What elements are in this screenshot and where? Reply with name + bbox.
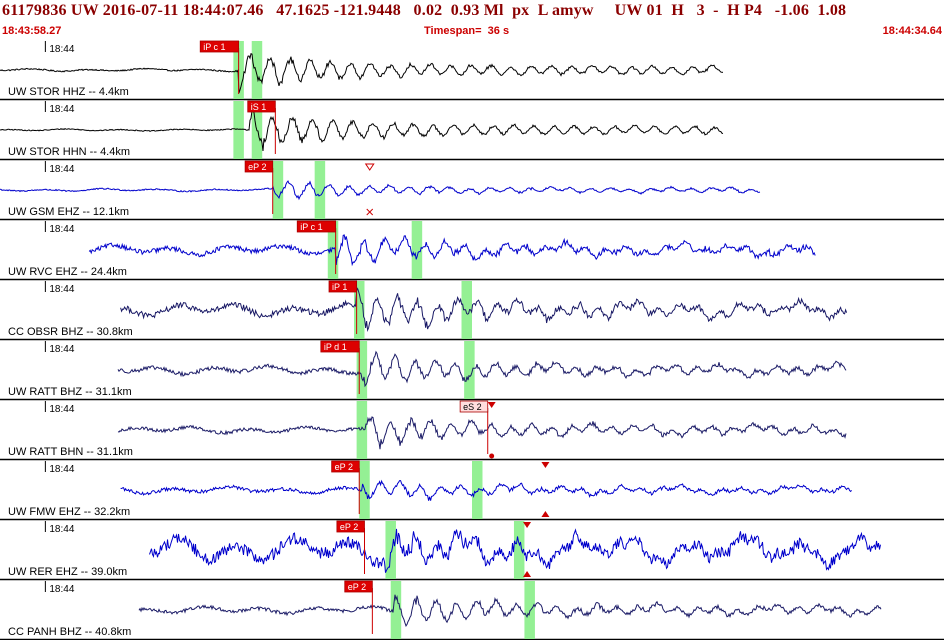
pick-window bbox=[354, 281, 365, 339]
pick-window bbox=[272, 161, 284, 219]
pick-label: eP 2 bbox=[248, 162, 266, 172]
minute-tick-label: 18:44 bbox=[49, 404, 74, 415]
waveform bbox=[120, 287, 848, 332]
amplitude-marker bbox=[541, 462, 550, 468]
station-label: UW STOR HHZ -- 4.4km bbox=[8, 86, 129, 98]
pick-box bbox=[199, 40, 240, 53]
trace-panel: 18:44 eP 2 CC PANH BHZ -- 40.8km bbox=[0, 580, 944, 640]
station-label: UW FMW EHZ -- 32.2km bbox=[8, 506, 130, 518]
pick-label: eP 2 bbox=[335, 462, 353, 472]
waveform bbox=[117, 350, 847, 388]
station-label: UW STOR HHN -- 4.4km bbox=[8, 146, 130, 158]
pick-window bbox=[314, 161, 326, 219]
trace-panel: 18:44 iP c 1 UW RVC EHZ -- 24.4km bbox=[0, 220, 944, 281]
trace-panel: 18:44 eP 2 UW GSM EHZ -- 12.1km bbox=[0, 160, 944, 221]
amplitude-marker bbox=[489, 453, 495, 459]
minute-tick-label: 18:44 bbox=[49, 44, 74, 55]
trace-panel: 18:44 eS 2 UW RATT BHN -- 31.1km bbox=[0, 400, 944, 461]
amplitude-marker bbox=[541, 511, 550, 517]
pick-label: eS 2 bbox=[463, 402, 482, 412]
pick-box bbox=[344, 580, 373, 593]
minute-tick-label: 18:44 bbox=[49, 584, 74, 595]
pick-box bbox=[331, 460, 360, 473]
event-title: 61179836 UW 2016-07-11 18:44:07.46 47.16… bbox=[2, 2, 847, 19]
pick-window bbox=[472, 461, 483, 519]
trace-panel: 18:44 eP 2 UW FMW EHZ -- 32.2km bbox=[0, 460, 944, 521]
minute-tick-label: 18:44 bbox=[49, 224, 74, 235]
pick-box bbox=[296, 220, 337, 233]
waveform bbox=[0, 53, 724, 94]
minute-tick-label: 18:44 bbox=[49, 524, 74, 535]
waveform bbox=[117, 416, 847, 450]
station-label: UW RVC EHZ -- 24.4km bbox=[8, 266, 127, 278]
window-end-time: 18:44:34.64 bbox=[882, 25, 942, 37]
pick-window bbox=[327, 221, 339, 279]
minute-tick-label: 18:44 bbox=[49, 104, 74, 115]
pick-label: iP d 1 bbox=[324, 342, 347, 352]
pick-box bbox=[459, 400, 489, 413]
station-label: CC PANH BHZ -- 40.8km bbox=[8, 626, 131, 638]
seismogram-panels[interactable]: 18:44 iP c 1 UW STOR HHZ -- 4.4km 18:44 iS 1… bbox=[0, 40, 944, 640]
waveform bbox=[138, 594, 882, 628]
amplitude-marker bbox=[523, 522, 532, 528]
station-label: UW RATT BHN -- 31.1km bbox=[8, 446, 133, 458]
pick-window bbox=[390, 581, 402, 639]
trace-panel: 18:44 iP d 1 UW RATT BHZ -- 31.1km bbox=[0, 340, 944, 401]
pick-box bbox=[336, 520, 365, 533]
pick-label: iP 1 bbox=[332, 282, 347, 292]
pick-window bbox=[513, 521, 525, 579]
waveform bbox=[149, 528, 881, 573]
minute-tick-label: 18:44 bbox=[49, 344, 74, 355]
pick-label: iP c 1 bbox=[300, 222, 322, 232]
trace-panel: 18:44 eP 2 UW RER EHZ -- 39.0km bbox=[0, 520, 944, 581]
pick-window bbox=[524, 581, 535, 639]
pick-window bbox=[356, 341, 368, 399]
amplitude-marker bbox=[366, 208, 374, 216]
trace-panel: 18:44 iP 1 CC OBSR BHZ -- 30.8km bbox=[0, 280, 944, 341]
waveform bbox=[0, 109, 724, 152]
pick-box bbox=[328, 280, 358, 293]
pick-window bbox=[464, 341, 475, 399]
minute-tick-label: 18:44 bbox=[49, 164, 74, 175]
timespan-label: Timespan= 36 s bbox=[424, 25, 510, 37]
event-header: 61179836 UW 2016-07-11 18:44:07.46 47.16… bbox=[0, 0, 944, 40]
pick-window bbox=[233, 101, 244, 159]
amplitude-marker bbox=[364, 163, 375, 171]
pick-window bbox=[461, 281, 472, 339]
pick-window bbox=[385, 521, 396, 579]
trace-panel: 18:44 iP c 1 UW STOR HHZ -- 4.4km bbox=[0, 40, 944, 101]
waveform bbox=[0, 180, 761, 201]
station-label: UW GSM EHZ -- 12.1km bbox=[8, 206, 129, 218]
amplitude-marker bbox=[487, 402, 496, 408]
pick-box bbox=[320, 340, 360, 353]
pick-window bbox=[251, 41, 263, 99]
trace-panel: 18:44 iS 1 UW STOR HHN -- 4.4km bbox=[0, 100, 944, 161]
pick-label: eP 2 bbox=[348, 582, 366, 592]
minute-tick-label: 18:44 bbox=[49, 284, 74, 295]
pick-window bbox=[411, 221, 423, 279]
pick-label: iS 1 bbox=[251, 102, 267, 112]
window-start-time: 18:43:58.27 bbox=[2, 25, 62, 37]
station-label: UW RER EHZ -- 39.0km bbox=[8, 566, 127, 578]
pick-label: iP c 1 bbox=[203, 42, 225, 52]
pick-window bbox=[356, 401, 368, 459]
minute-tick-label: 18:44 bbox=[49, 464, 74, 475]
pick-box bbox=[247, 100, 276, 113]
waveform bbox=[120, 479, 852, 501]
pick-label: eP 2 bbox=[340, 522, 358, 532]
station-label: UW RATT BHZ -- 31.1km bbox=[8, 386, 132, 398]
amplitude-marker bbox=[523, 571, 532, 577]
pick-box bbox=[244, 160, 274, 173]
station-label: CC OBSR BHZ -- 30.8km bbox=[8, 326, 133, 338]
waveform bbox=[88, 234, 816, 267]
